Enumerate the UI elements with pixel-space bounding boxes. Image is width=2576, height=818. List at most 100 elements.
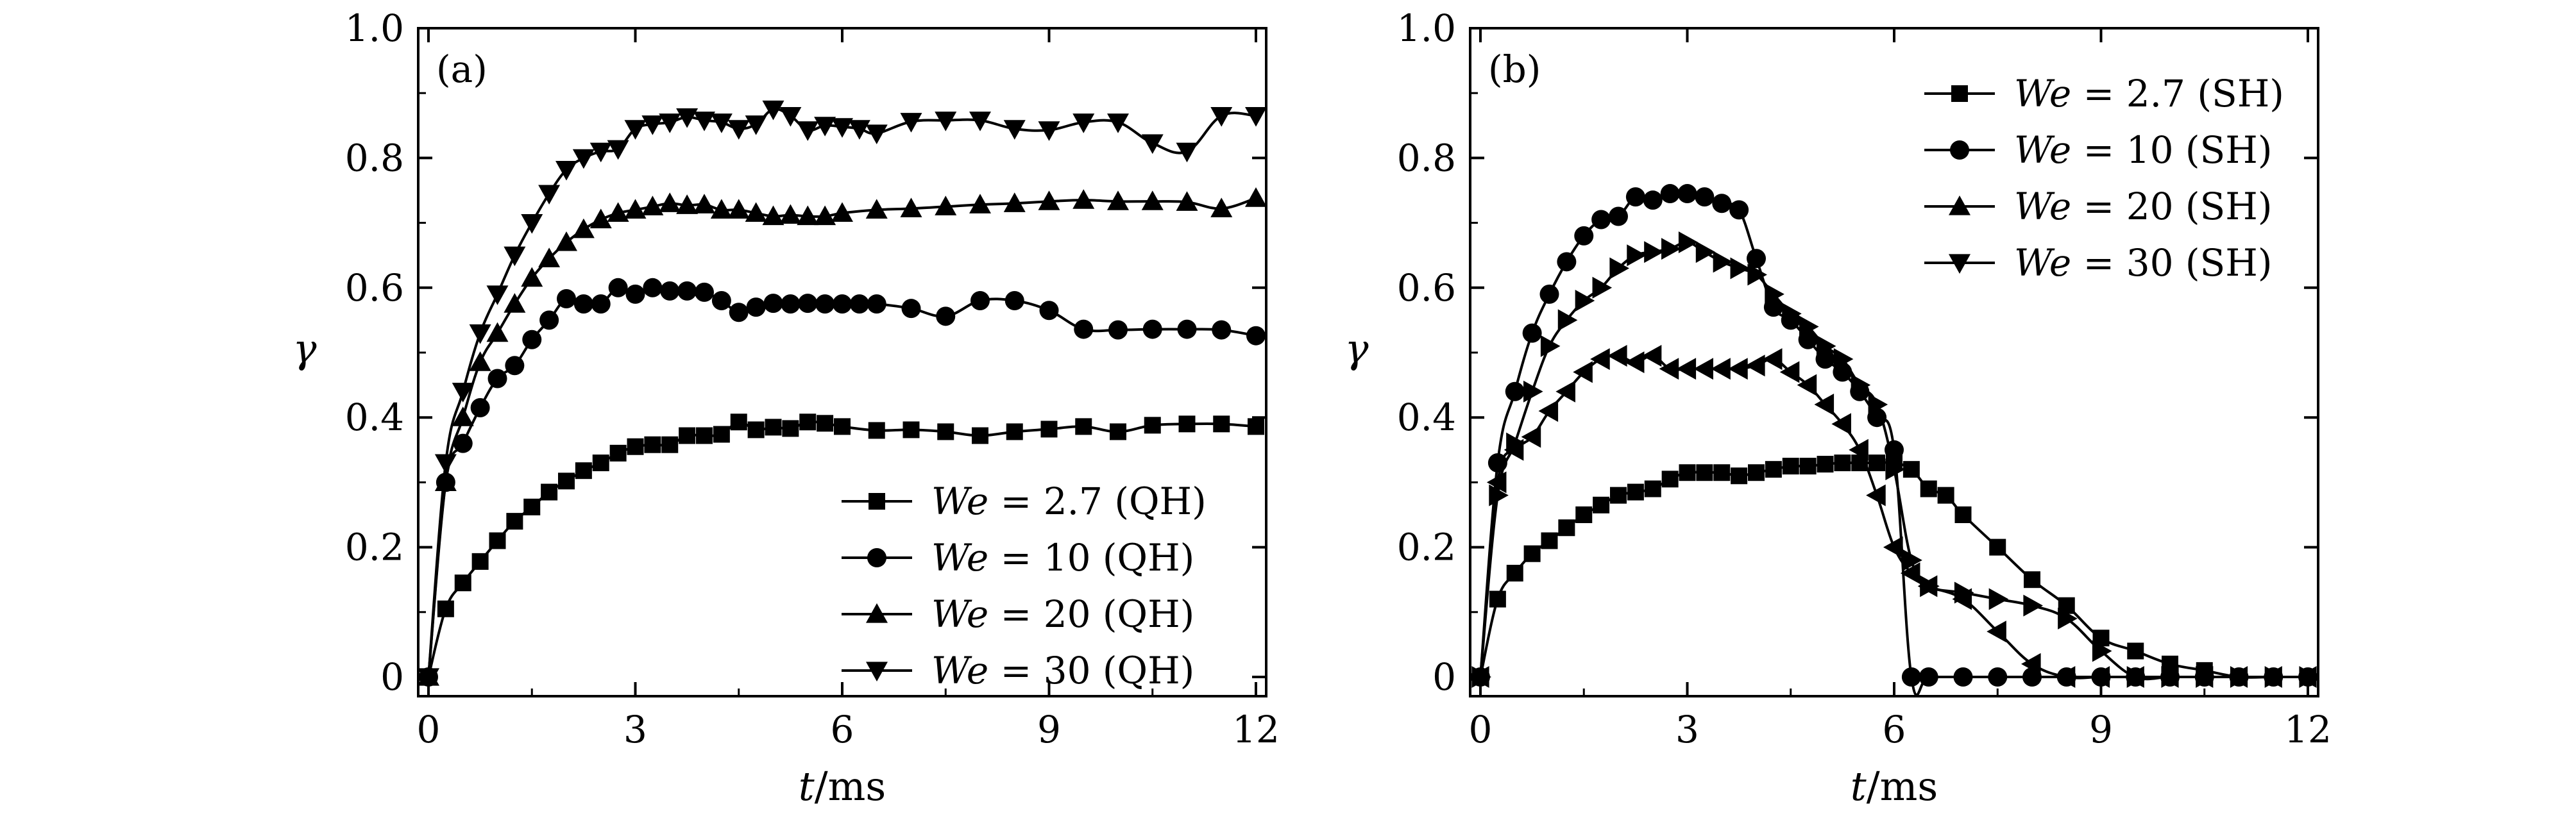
panel-a-series-1-point bbox=[937, 423, 954, 440]
panel-b-series-3-point bbox=[1762, 348, 1783, 371]
panel-a-series-2-point bbox=[1246, 326, 1266, 346]
panel-a-series-3-point bbox=[538, 247, 561, 267]
panel-a-series-3-point bbox=[434, 471, 457, 491]
panel-a-series-1-point bbox=[834, 418, 851, 435]
panel-a-series-2-point bbox=[815, 294, 835, 314]
panel-a-series-3-point bbox=[659, 192, 681, 212]
panel-b-legend-label: We = 10 (SH) bbox=[2014, 128, 2273, 172]
panel-b-series-1-point bbox=[1731, 467, 1748, 485]
panel-a-series-2-point bbox=[539, 310, 559, 330]
panel-b-series-4-point bbox=[1920, 575, 1940, 597]
panel-b-series-4-point bbox=[1678, 231, 1699, 253]
panel-b-series-4-point bbox=[1540, 335, 1561, 357]
panel-a-series-4-point bbox=[572, 149, 595, 169]
panel-a-x-tick-label: 12 bbox=[1232, 708, 1280, 751]
panel-b-series-3-point bbox=[2055, 666, 2076, 688]
panel-a-series-3-point bbox=[1038, 190, 1060, 210]
panel-b-series-1-point bbox=[2024, 571, 2040, 588]
panel-a-series-4-point bbox=[710, 113, 733, 133]
panel-b-series-4-point bbox=[1471, 666, 1491, 688]
panel-a-series-1-point bbox=[1075, 418, 1092, 435]
panel-a-series-1-point bbox=[523, 498, 541, 515]
panel-a-y-tick-label: 0.2 bbox=[345, 526, 404, 569]
panel-a-series-1-point bbox=[902, 421, 920, 438]
panel-b-series-4-point bbox=[1868, 393, 1888, 415]
panel-a-series-2-point bbox=[1212, 320, 1232, 340]
panel-a-series-4-point bbox=[1107, 113, 1129, 133]
panel-a-legend-marker bbox=[869, 493, 885, 510]
panel-a-series-3-point bbox=[814, 205, 836, 226]
panel-a-series-4-point bbox=[900, 113, 922, 133]
panel-b-x-axis-label: t/ms bbox=[1851, 763, 1938, 810]
panel-a-series-3-point bbox=[969, 194, 991, 213]
panel-b-series-4-point bbox=[1816, 335, 1836, 357]
panel-b-series-4-point bbox=[1575, 290, 1595, 312]
panel-b-y-tick-label: 0.4 bbox=[1397, 396, 1456, 439]
panel-a-series-3-point bbox=[779, 204, 802, 224]
panel-b-series-4-point bbox=[1609, 257, 1629, 280]
panel-a-series-3-point bbox=[624, 199, 647, 219]
panel-b-series-1-point bbox=[1489, 590, 1506, 608]
panel-a-series-4-point bbox=[727, 120, 750, 140]
panel-a-series-2-point bbox=[763, 294, 783, 313]
panel-b-series-4-point bbox=[2126, 666, 2147, 688]
panel-a-series-4-point bbox=[434, 454, 457, 474]
panel-a-series-2-point bbox=[608, 278, 628, 297]
panel-a-series-4-point bbox=[555, 161, 577, 181]
panel-b-legend-marker bbox=[1949, 254, 1970, 274]
panel-a-series-2-point bbox=[729, 303, 749, 322]
panel-a-series-3-point bbox=[1210, 197, 1233, 217]
panel-b-legend-label: We = 30 (SH) bbox=[2014, 241, 2273, 285]
panel-b-series-2-point bbox=[1591, 210, 1611, 230]
panel-a-series-2-point bbox=[711, 291, 731, 311]
panel-a-y-tick-label: 1.0 bbox=[345, 6, 404, 50]
panel-a-series-3-point bbox=[710, 199, 733, 219]
panel-a-legend-label: We = 20 (QH) bbox=[931, 592, 1194, 636]
panel-b-series-2-point bbox=[1677, 184, 1697, 204]
panel-a-series-4-point bbox=[814, 117, 836, 137]
panel-b-series-4-point bbox=[2161, 666, 2181, 688]
panel-b-series-1-point bbox=[1782, 458, 1799, 475]
panel-b-series-1-point bbox=[1610, 487, 1627, 504]
panel-a-series-2-point bbox=[625, 284, 645, 304]
panel-a-series-3-point bbox=[1141, 190, 1164, 210]
panel-b-series-1-point bbox=[1644, 480, 1661, 497]
panel-b-series-1-point bbox=[1868, 455, 1886, 472]
panel-b-series-4-point bbox=[1765, 283, 1784, 305]
panel-b-series-2-point bbox=[1539, 284, 1559, 304]
panel-b-series-4-point bbox=[1988, 588, 2009, 610]
panel-a-series-2-point bbox=[849, 294, 869, 314]
panel-a-legend-entry-3: We = 20 (QH) bbox=[842, 592, 1194, 636]
panel-a-series-3-point bbox=[1176, 191, 1198, 211]
panel-a-series-4-point bbox=[797, 121, 819, 141]
panel-a-series-1-point bbox=[747, 421, 765, 438]
panel-a-series-1-point bbox=[644, 436, 661, 453]
panel-b-series-3-point bbox=[2090, 666, 2110, 688]
panel-b-series-2-point bbox=[1557, 252, 1577, 272]
panel-b-series-4-point bbox=[1592, 276, 1613, 299]
panel-a-series-2-point bbox=[798, 294, 818, 313]
panel-a-series-4-point bbox=[1141, 134, 1164, 154]
panel-b-series-3-point bbox=[1573, 361, 1593, 383]
panel-b-series-3-point bbox=[1659, 358, 1679, 380]
panel-a-series-1-point bbox=[592, 455, 609, 472]
panel-b-series-1-point bbox=[1506, 565, 1523, 582]
panel-a-series-1-point bbox=[972, 427, 988, 444]
panel-a-series-1-point bbox=[575, 462, 592, 480]
panel-b-x-tick-label: 9 bbox=[2089, 708, 2113, 751]
panel-b-series-4-point bbox=[1954, 581, 1974, 604]
panel-a-x-tick-label: 9 bbox=[1037, 708, 1061, 751]
panel-a-series-3-point bbox=[745, 202, 767, 222]
panel-a-series-1-point bbox=[471, 553, 489, 570]
panel-b-series-3-point bbox=[1797, 374, 1817, 396]
panel-a-series-1-point bbox=[713, 426, 730, 443]
panel-a-series-4-point bbox=[969, 112, 991, 131]
panel-a-series-2-point bbox=[660, 281, 680, 301]
panel-a-series-2-point bbox=[643, 278, 663, 297]
panel-b-series-1-point bbox=[1541, 532, 1558, 549]
panel-b-series-2-point bbox=[1505, 381, 1525, 401]
panel-b-series-1-point bbox=[1920, 480, 1937, 497]
panel-a-series-2-point bbox=[1142, 319, 1162, 339]
panel-b-series-4-point bbox=[2196, 666, 2216, 688]
